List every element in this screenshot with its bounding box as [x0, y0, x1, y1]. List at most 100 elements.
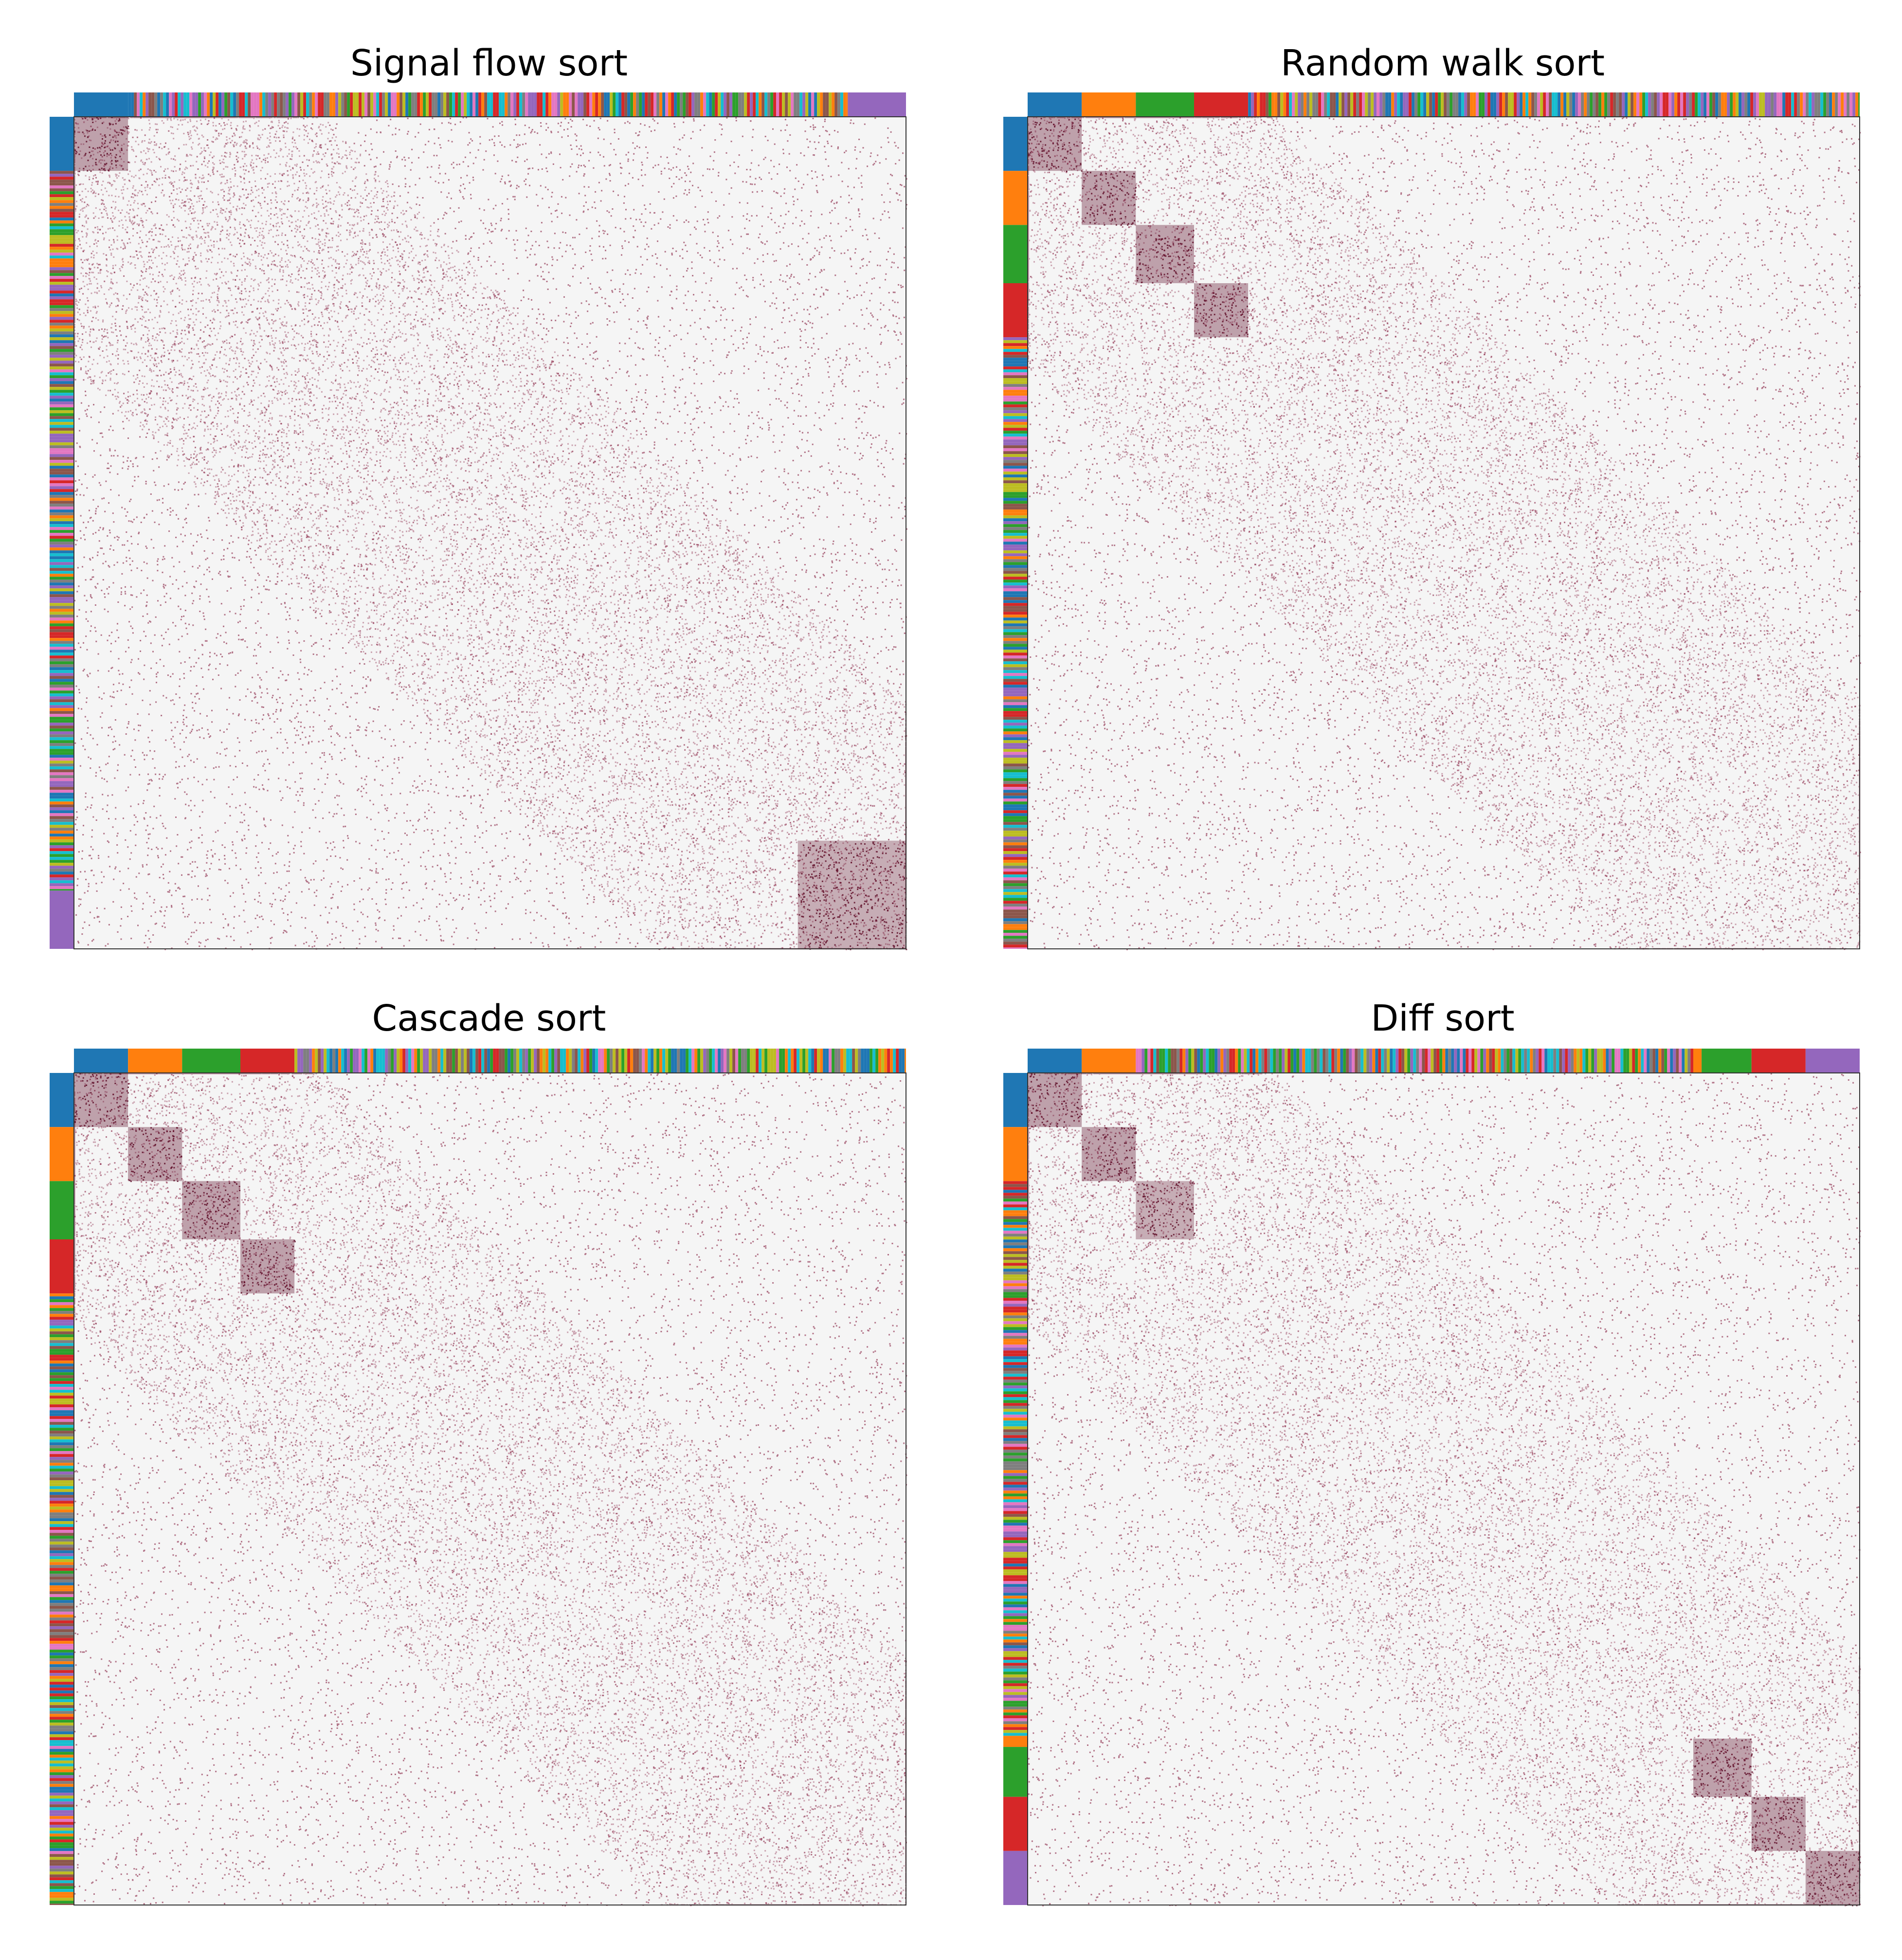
color-stripe — [1003, 1558, 1028, 1561]
color-stripe — [50, 836, 74, 840]
color-stripe — [1003, 912, 1028, 916]
color-stripe — [1003, 819, 1028, 822]
color-stripe — [1356, 92, 1359, 117]
color-stripe — [315, 92, 318, 117]
color-stripe — [50, 693, 74, 697]
color-stripe — [586, 92, 590, 117]
color-stripe — [1544, 1049, 1548, 1073]
color-stripe — [1692, 92, 1695, 117]
color-stripe — [50, 451, 74, 454]
color-stripe — [680, 1049, 683, 1073]
color-stripe — [566, 92, 569, 117]
color-block — [182, 1049, 240, 1073]
color-stripe — [750, 1049, 753, 1073]
diagonal-band — [1028, 117, 1861, 950]
color-stripe — [50, 1372, 74, 1376]
color-stripe — [1003, 839, 1028, 843]
color-stripe — [274, 92, 277, 117]
color-stripe — [1003, 375, 1028, 379]
color-stripe — [50, 419, 74, 422]
color-stripe — [178, 92, 181, 117]
color-stripe — [414, 1049, 417, 1073]
color-stripe — [677, 1049, 680, 1073]
color-stripe — [1003, 431, 1028, 434]
color-stripe — [735, 1049, 739, 1073]
dense-block — [182, 1181, 240, 1239]
color-stripe — [50, 763, 74, 767]
color-stripe — [1362, 92, 1365, 117]
color-stripe — [1426, 92, 1430, 117]
color-stripe — [1355, 1049, 1358, 1073]
color-stripe — [50, 530, 74, 533]
color-stripe — [1003, 434, 1028, 437]
color-stripe — [50, 366, 74, 370]
color-stripe — [50, 1772, 74, 1776]
color-stripe — [1003, 559, 1028, 563]
color-stripe — [163, 92, 166, 117]
color-stripe — [703, 92, 706, 117]
color-stripe — [1197, 1049, 1200, 1073]
color-stripe — [1606, 1049, 1609, 1073]
color-stripe — [50, 1688, 74, 1691]
color-stripe — [1003, 1266, 1028, 1269]
color-stripe — [50, 1334, 74, 1338]
color-stripe — [1393, 1049, 1396, 1073]
color-stripe — [294, 1049, 298, 1073]
color-stripe — [50, 781, 74, 784]
color-stripe — [1255, 1049, 1259, 1073]
color-stripe — [1324, 92, 1327, 117]
color-stripe — [1003, 1271, 1028, 1275]
color-stripe — [50, 1308, 74, 1311]
color-stripe — [189, 92, 193, 117]
color-stripe — [50, 1682, 74, 1685]
color-stripe — [385, 1049, 388, 1073]
color-stripe — [1177, 1049, 1180, 1073]
color-stripe — [50, 512, 74, 516]
color-stripe — [1003, 892, 1028, 895]
color-stripe — [525, 92, 528, 117]
color-stripe — [686, 1049, 689, 1073]
color-stripe — [496, 1049, 499, 1073]
color-stripe — [303, 1049, 307, 1073]
color-stripe — [560, 92, 563, 117]
dense-block — [1028, 1073, 1082, 1127]
color-stripe — [1268, 92, 1272, 117]
color-stripe — [616, 92, 619, 117]
color-stripe — [1003, 1616, 1028, 1619]
color-stripe — [1448, 1049, 1451, 1073]
color-stripe — [899, 1049, 902, 1073]
color-stripe — [1003, 442, 1028, 446]
color-stripe — [1003, 1549, 1028, 1552]
color-stripe — [1003, 1391, 1028, 1395]
color-stripe — [50, 1717, 74, 1720]
color-stripe — [1540, 92, 1543, 117]
color-block — [50, 1181, 74, 1239]
color-stripe — [1003, 638, 1028, 641]
color-stripe — [271, 92, 274, 117]
color-stripe — [277, 92, 280, 117]
color-stripe — [1003, 1201, 1028, 1205]
color-stripe — [1485, 92, 1488, 117]
color-stripe — [715, 1049, 718, 1073]
color-stripe — [1347, 92, 1351, 117]
color-stripe — [50, 460, 74, 463]
color-stripe — [484, 1049, 488, 1073]
color-stripe — [50, 547, 74, 551]
color-stripe — [312, 1049, 315, 1073]
color-stripe — [1633, 92, 1637, 117]
color-stripe — [1003, 1234, 1028, 1237]
color-stripe — [50, 1571, 74, 1574]
color-stripe — [50, 1822, 74, 1825]
color-stripe — [1419, 1049, 1422, 1073]
color-stripe — [1003, 1187, 1028, 1190]
color-stripe — [1003, 1590, 1028, 1593]
color-stripe — [1344, 92, 1348, 117]
color-stripe — [143, 92, 146, 117]
color-stripe — [1679, 1049, 1682, 1073]
color-stripe — [1315, 92, 1319, 117]
color-stripe — [1003, 1318, 1028, 1322]
color-stripe — [875, 1049, 879, 1073]
color-stripe — [1003, 369, 1028, 373]
color-stripe — [1003, 944, 1028, 948]
color-stripe — [1401, 1049, 1405, 1073]
